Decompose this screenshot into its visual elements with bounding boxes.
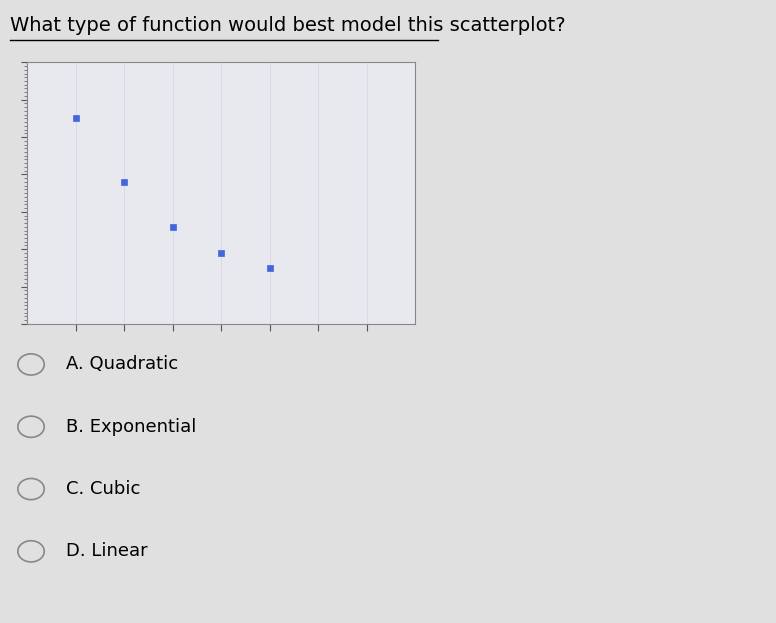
Text: B. Exponential: B. Exponential	[66, 418, 196, 435]
Point	[70, 113, 81, 123]
Text: A. Quadratic: A. Quadratic	[66, 356, 178, 373]
Text: C. Cubic: C. Cubic	[66, 480, 140, 498]
Point	[118, 177, 130, 187]
Point	[215, 248, 227, 258]
Point	[264, 263, 276, 273]
Text: D. Linear: D. Linear	[66, 543, 147, 560]
Point	[166, 222, 178, 232]
Text: What type of function would best model this scatterplot?: What type of function would best model t…	[10, 16, 566, 34]
